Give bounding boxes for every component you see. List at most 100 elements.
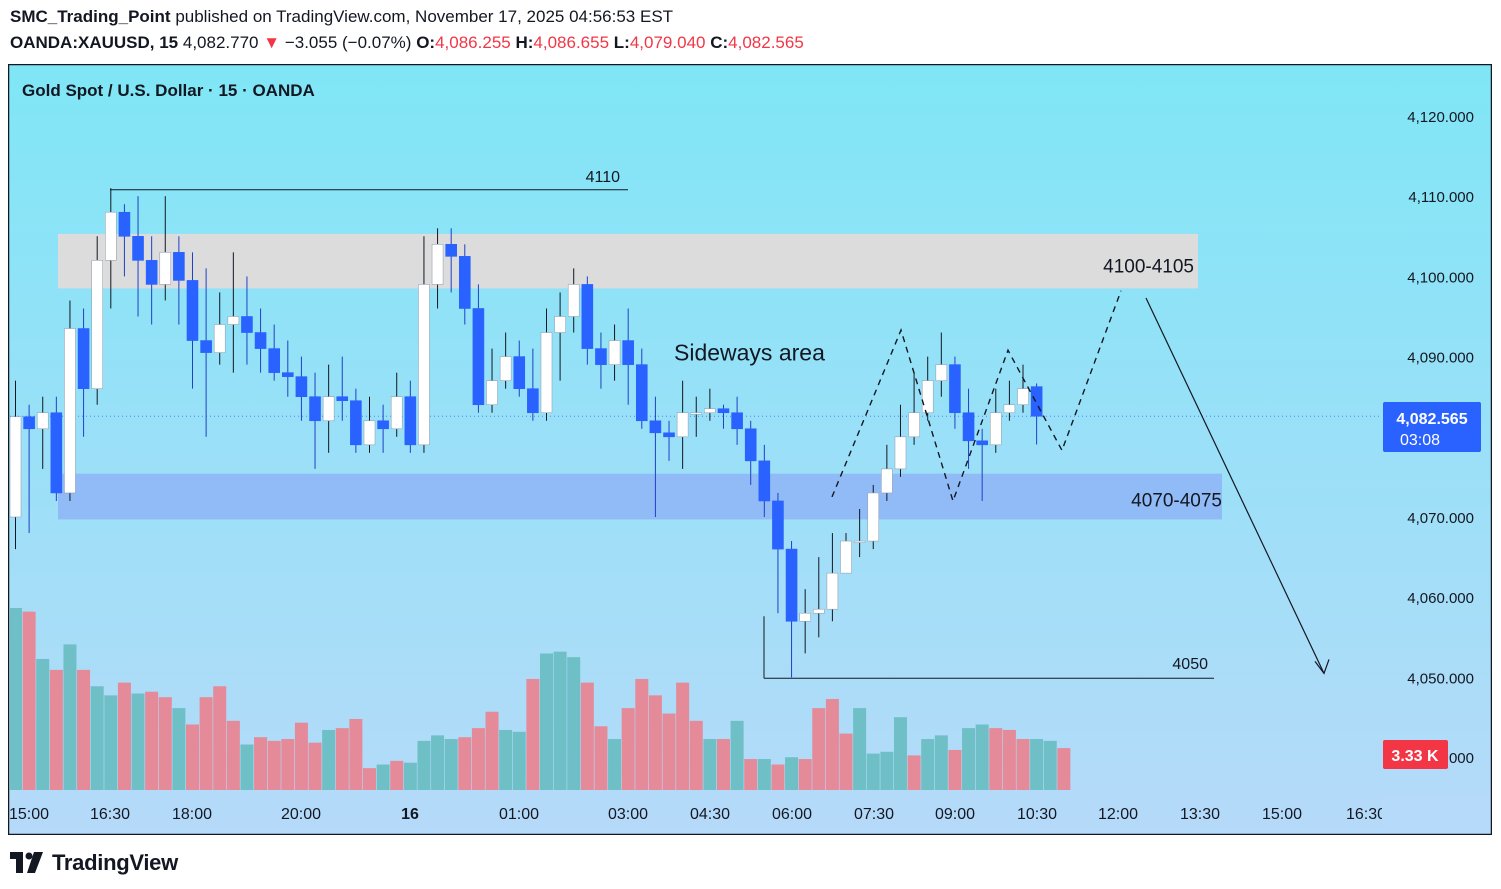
volume-bar xyxy=(635,678,649,790)
candle[interactable] xyxy=(350,388,362,453)
candle[interactable] xyxy=(390,372,403,437)
candle[interactable] xyxy=(118,204,131,277)
volume-bar xyxy=(63,644,77,790)
candle[interactable] xyxy=(336,356,349,421)
candle[interactable] xyxy=(840,533,852,574)
candle-body xyxy=(145,260,158,285)
candle[interactable] xyxy=(227,252,240,373)
candle[interactable] xyxy=(77,308,90,437)
candle[interactable] xyxy=(281,340,294,397)
candle[interactable] xyxy=(921,356,934,421)
candle[interactable] xyxy=(758,444,771,517)
candle[interactable] xyxy=(527,348,539,421)
chart-frame[interactable]: 4110 4050 4100-4105 4070-4075 Sideways area … xyxy=(7,63,1493,836)
candle[interactable] xyxy=(676,380,689,469)
volume-bar xyxy=(117,682,131,790)
candle[interactable] xyxy=(486,348,498,413)
candle[interactable] xyxy=(513,340,526,397)
volume-bar xyxy=(716,739,730,790)
candle[interactable] xyxy=(1030,383,1043,445)
candle[interactable] xyxy=(50,396,63,501)
candle[interactable] xyxy=(989,388,1002,453)
candle-body xyxy=(445,244,457,257)
candle[interactable] xyxy=(717,404,730,429)
candle-body xyxy=(676,412,689,438)
close-label: C: xyxy=(710,33,729,52)
candle[interactable] xyxy=(581,276,594,365)
candle[interactable] xyxy=(649,396,662,517)
candle[interactable] xyxy=(799,589,811,654)
candle[interactable] xyxy=(663,420,675,461)
candle-body xyxy=(186,280,199,341)
candle[interactable] xyxy=(200,268,212,437)
candle[interactable] xyxy=(853,508,866,558)
candle[interactable] xyxy=(213,292,226,365)
candle[interactable] xyxy=(309,372,321,469)
candle[interactable] xyxy=(418,236,430,453)
candle[interactable] xyxy=(23,404,35,534)
candle[interactable] xyxy=(377,404,389,453)
x-tick-label: 16:30 xyxy=(1346,806,1386,823)
candle-body xyxy=(581,284,594,349)
candle[interactable] xyxy=(173,236,185,325)
candle[interactable] xyxy=(881,444,893,501)
candle[interactable] xyxy=(445,228,457,293)
candle[interactable] xyxy=(635,348,648,429)
candle[interactable] xyxy=(894,404,907,477)
candle[interactable] xyxy=(554,292,566,381)
candle[interactable] xyxy=(608,324,621,381)
volume-bar xyxy=(499,729,513,790)
candle[interactable] xyxy=(159,196,172,301)
candle[interactable] xyxy=(36,396,49,469)
candle[interactable] xyxy=(132,196,144,317)
candle[interactable] xyxy=(1003,380,1016,421)
candle[interactable] xyxy=(472,284,485,413)
candle[interactable] xyxy=(295,356,308,421)
candle[interactable] xyxy=(962,388,975,469)
countdown-timer: 03:08 xyxy=(1400,432,1440,449)
candle[interactable] xyxy=(10,380,22,550)
candle[interactable] xyxy=(322,364,335,453)
candle[interactable] xyxy=(935,332,948,397)
candle[interactable] xyxy=(499,332,512,389)
candle[interactable] xyxy=(867,484,880,550)
candle[interactable] xyxy=(458,244,471,325)
tradingview-logo-icon xyxy=(10,852,43,873)
candle[interactable] xyxy=(241,276,253,365)
projection-path[interactable] xyxy=(831,290,1122,504)
candle[interactable] xyxy=(595,332,607,389)
candle[interactable] xyxy=(704,388,716,421)
candle[interactable] xyxy=(744,420,757,485)
candle[interactable] xyxy=(64,300,76,501)
candle[interactable] xyxy=(567,268,580,333)
tradingview-logo[interactable]: TradingView xyxy=(10,850,178,876)
candle[interactable] xyxy=(1017,364,1029,413)
candle[interactable] xyxy=(622,308,634,405)
candle[interactable] xyxy=(690,396,703,437)
candle[interactable] xyxy=(404,380,417,453)
candle[interactable] xyxy=(186,252,199,389)
candle[interactable] xyxy=(785,541,798,678)
candle[interactable] xyxy=(254,308,267,373)
candle[interactable] xyxy=(145,236,158,325)
candle[interactable] xyxy=(105,188,117,309)
author-name[interactable]: SMC_Trading_Point xyxy=(10,7,171,26)
projection-arrow[interactable] xyxy=(1145,297,1325,674)
resistance-zone[interactable] xyxy=(58,233,1198,289)
candle[interactable] xyxy=(540,308,553,421)
candle[interactable] xyxy=(812,557,825,638)
candle[interactable] xyxy=(731,396,743,445)
candle[interactable] xyxy=(91,236,103,405)
candle[interactable] xyxy=(826,533,839,622)
candle[interactable] xyxy=(772,492,784,614)
candle[interactable] xyxy=(268,324,280,381)
candle-body xyxy=(227,316,240,325)
support-zone[interactable] xyxy=(58,473,1222,520)
symbol-label[interactable]: OANDA:XAUUSD, 15 xyxy=(10,33,179,52)
candle[interactable] xyxy=(949,356,961,429)
candle[interactable] xyxy=(363,396,376,453)
candle[interactable] xyxy=(908,372,920,445)
candle[interactable] xyxy=(976,428,988,501)
candle[interactable] xyxy=(431,228,444,309)
